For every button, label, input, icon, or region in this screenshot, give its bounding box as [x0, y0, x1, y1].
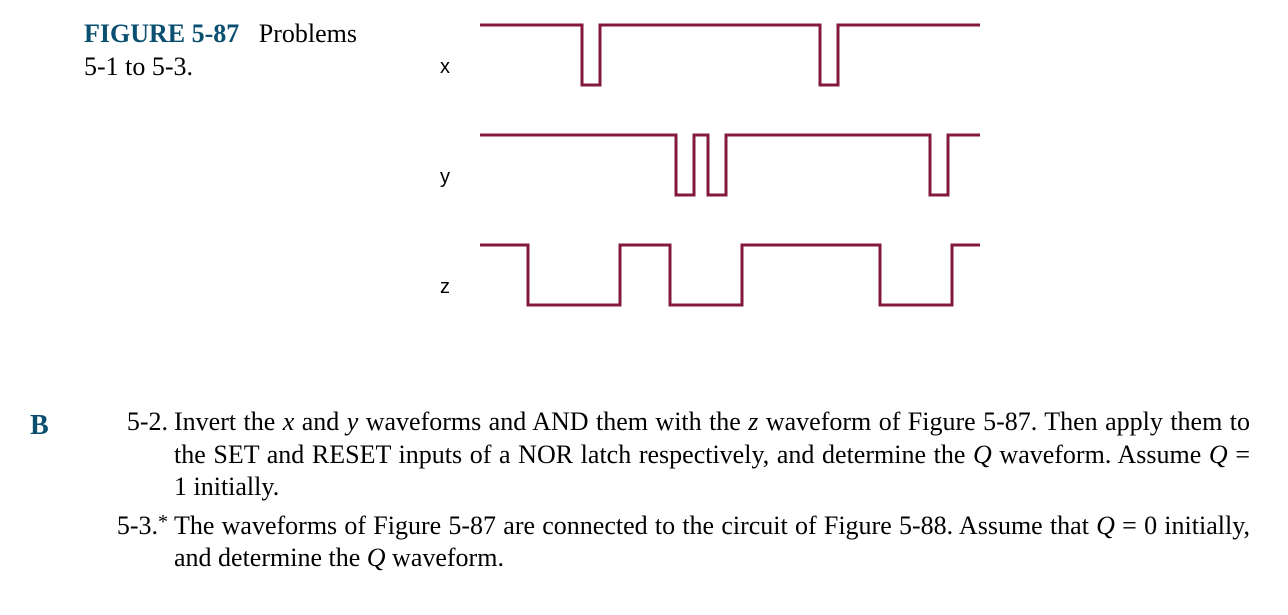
section-letter-empty [30, 510, 88, 512]
star-icon: * [158, 511, 168, 533]
problem-body: The waveforms of Figure 5-87 are connect… [174, 510, 1250, 575]
waveform-diagram: x y z [440, 15, 1060, 370]
italic-text: x [283, 407, 295, 436]
signal-z-trace [480, 245, 980, 305]
figure-caption-line1: Problems [246, 19, 357, 48]
section-letter: B [30, 406, 88, 443]
body-text: Invert the [174, 407, 283, 436]
italic-text: Q [1209, 440, 1228, 469]
italic-text: Q [973, 440, 992, 469]
signal-x-trace [480, 25, 980, 85]
italic-text: y [347, 407, 359, 436]
body-text: waveform. Assume [992, 440, 1209, 469]
waveform-svg [440, 15, 1020, 345]
body-text: waveform. [386, 543, 504, 572]
problem-number: 5-3.* [88, 510, 174, 543]
problem-body: Invert the x and y waveforms and AND the… [174, 406, 1250, 504]
italic-text: z [748, 407, 758, 436]
figure-caption: FIGURE 5-87 Problems 5-1 to 5-3. [84, 18, 404, 83]
body-text: The waveforms of Figure 5-87 are connect… [174, 511, 1096, 540]
figure-label: FIGURE 5-87 [84, 19, 239, 48]
problems-block: B 5-2. Invert the x and y waveforms and … [30, 400, 1250, 575]
page-root: FIGURE 5-87 Problems 5-1 to 5-3. x y z B… [0, 0, 1288, 615]
problem-number: 5-2. [88, 406, 174, 439]
italic-text: Q [367, 543, 386, 572]
body-text: and [294, 407, 346, 436]
signal-y-trace [480, 135, 980, 195]
problem-5-2: B 5-2. Invert the x and y waveforms and … [30, 406, 1250, 504]
italic-text: Q [1096, 511, 1115, 540]
body-text: waveforms and AND them with the [358, 407, 748, 436]
figure-caption-line2: 5-1 to 5-3. [84, 51, 404, 84]
problem-5-3: 5-3.* The waveforms of Figure 5-87 are c… [30, 510, 1250, 575]
